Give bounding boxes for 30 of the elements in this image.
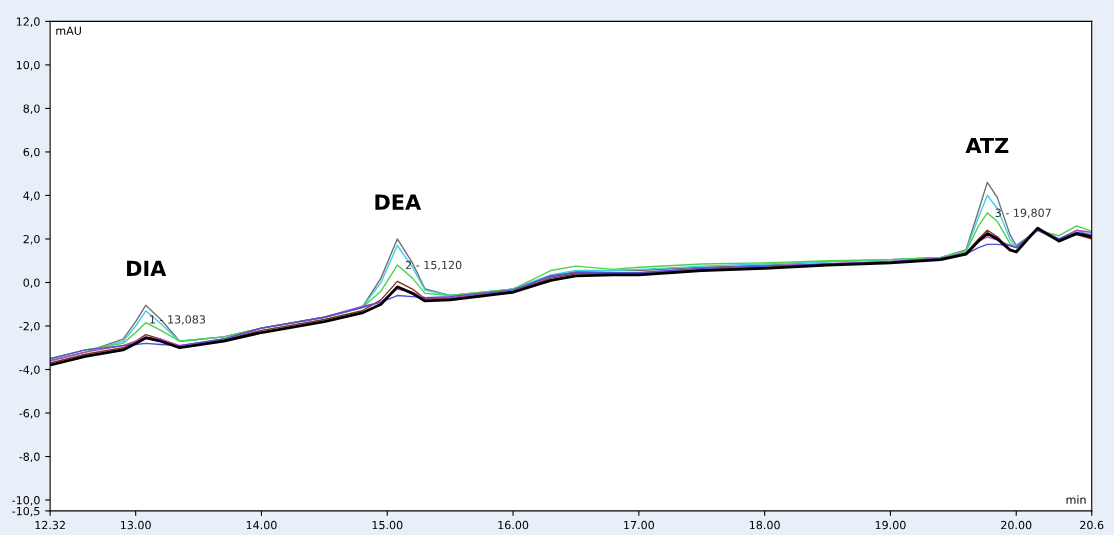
annotation: 2 - 15,120 <box>405 260 462 271</box>
y-tick-label: -8,0 <box>19 452 40 463</box>
annotation: DIA <box>127 260 167 276</box>
x-tick-label: 14.00 <box>246 520 277 530</box>
y-tick-label: -4,0 <box>19 365 40 376</box>
y-tick-label: -10,5 <box>12 506 40 517</box>
y-tick-label: 12,0 <box>16 17 40 27</box>
y-tick-label: 8,0 <box>23 104 40 114</box>
x-tick-label: 13.00 <box>120 520 151 530</box>
y-tick-label: -2,0 <box>19 321 40 332</box>
x-tick-label: 12.32 <box>35 520 65 530</box>
x-tick-label: 20.00 <box>1001 520 1032 530</box>
annotation: ATZ <box>965 137 1009 154</box>
annotation: DEA <box>375 194 422 210</box>
x-tick-label: 19.00 <box>875 520 906 530</box>
y-tick-label: 10,0 <box>16 60 40 71</box>
y-tick-label: 4,0 <box>23 191 40 201</box>
y-tick-label: -10,0 <box>12 496 40 506</box>
y-tick-label: 0,0 <box>23 278 40 288</box>
y-axis-title: mAU <box>56 26 81 35</box>
x-tick-label: 16.00 <box>498 520 529 530</box>
x-tick-label: 20.6 <box>1080 520 1104 530</box>
annotation: 1 - 13,083 <box>150 315 206 325</box>
x-axis-title: min <box>1066 495 1086 504</box>
y-tick-label: 2,0 <box>23 234 40 245</box>
y-tick-label: 6,0 <box>23 147 40 158</box>
x-tick-label: 18.00 <box>749 520 780 530</box>
x-tick-label: 15.00 <box>372 520 403 530</box>
x-tick-label: 17.00 <box>624 520 655 530</box>
y-tick-label: -6,0 <box>19 408 40 419</box>
